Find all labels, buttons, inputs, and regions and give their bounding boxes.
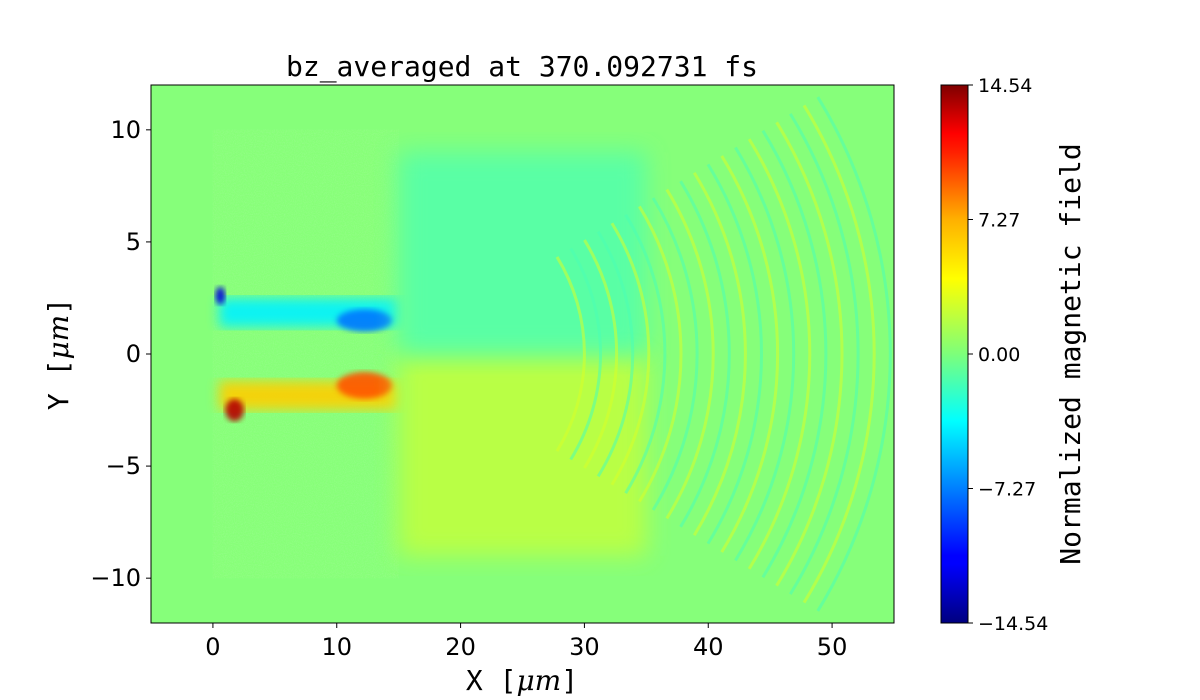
heatmap-wavefronts bbox=[555, 96, 892, 612]
heatmap-wavefront bbox=[706, 163, 763, 545]
y-axis-label: Y [μm] bbox=[42, 298, 75, 410]
chart-title: bz_averaged at 370.092731 fs bbox=[286, 50, 758, 84]
heatmap-feature-upper-hotspot bbox=[336, 309, 393, 332]
heatmap-wavefront bbox=[692, 171, 747, 537]
x-axis-label-close: ] bbox=[561, 664, 578, 697]
heatmap-wavefront bbox=[624, 214, 667, 494]
y-tick-label: 10 bbox=[110, 116, 141, 144]
x-tick-label: 0 bbox=[205, 633, 220, 661]
colorbar-tick-label: −7.27 bbox=[978, 479, 1036, 501]
colorbar-ticks: −14.54 −7.27 0.00 7.27 14.54 bbox=[968, 75, 1048, 635]
heatmap-features bbox=[212, 129, 647, 579]
heatmap-feature-left-lower-spot bbox=[225, 398, 244, 422]
heatmap-feature-left-upper-spot bbox=[215, 286, 226, 305]
x-tick-label: 40 bbox=[693, 633, 724, 661]
heatmap-wavefront bbox=[596, 230, 635, 478]
x-axis: 0 10 20 30 40 50 bbox=[205, 623, 847, 661]
heatmap-feature-upper-wake bbox=[398, 152, 647, 354]
y-tick-label: 0 bbox=[126, 340, 141, 368]
y-axis: −10 −5 0 5 10 bbox=[90, 116, 151, 592]
heatmap-wavefront bbox=[665, 188, 715, 520]
y-tick-label: −10 bbox=[90, 564, 141, 592]
heatmap-wavefront bbox=[569, 247, 602, 461]
y-axis-label-text: Y [ bbox=[42, 360, 75, 411]
heatmap-feature-lower-hotspot bbox=[336, 371, 393, 399]
x-tick-label: 20 bbox=[445, 633, 476, 661]
heatmap-wavefront bbox=[747, 138, 812, 570]
heatmap-wavefront bbox=[720, 155, 780, 553]
colorbar-tick-label: −14.54 bbox=[978, 613, 1048, 635]
heatmap-wavefront bbox=[555, 256, 586, 452]
heatmap-wavefront bbox=[761, 129, 828, 579]
y-axis-label-close: ] bbox=[42, 298, 75, 315]
heatmap-wavefront bbox=[638, 205, 683, 503]
heatmap-wavefront bbox=[802, 104, 876, 604]
heatmap-feature-target-texture bbox=[212, 129, 399, 579]
y-tick-label: 5 bbox=[126, 228, 141, 256]
heatmap-wavefront bbox=[583, 239, 619, 469]
colorbar-tick-label: 14.54 bbox=[978, 75, 1032, 97]
colorbar-tick-label: 7.27 bbox=[978, 210, 1020, 232]
x-axis-label-text: X [ bbox=[466, 664, 517, 697]
heatmap-wavefront bbox=[734, 146, 796, 562]
heatmap-feature-lower-wake bbox=[398, 354, 647, 556]
colorbar: −14.54 −7.27 0.00 7.27 14.54 Normalized magn… bbox=[940, 75, 1087, 635]
heatmap-wavefront bbox=[610, 222, 651, 486]
heatmap-plot-area bbox=[151, 85, 894, 623]
colorbar-tick-label: 0.00 bbox=[978, 344, 1020, 366]
heatmap-wavefront bbox=[816, 96, 892, 612]
heatmap-wavefront bbox=[775, 121, 844, 587]
x-axis-label: X [μm] bbox=[466, 664, 578, 697]
y-tick-label: −5 bbox=[106, 452, 141, 480]
heatmap-wavefront bbox=[679, 180, 731, 528]
colorbar-label: Normalized magnetic field bbox=[1054, 143, 1087, 564]
heatmap-wavefront bbox=[789, 113, 860, 595]
x-tick-label: 10 bbox=[321, 633, 352, 661]
x-tick-label: 30 bbox=[569, 633, 600, 661]
y-axis-label-unit: μm bbox=[42, 315, 75, 360]
heatmap-wavefront bbox=[651, 197, 699, 511]
x-axis-label-unit: μm bbox=[516, 664, 561, 697]
colorbar-gradient bbox=[940, 84, 969, 624]
x-tick-label: 50 bbox=[817, 633, 848, 661]
